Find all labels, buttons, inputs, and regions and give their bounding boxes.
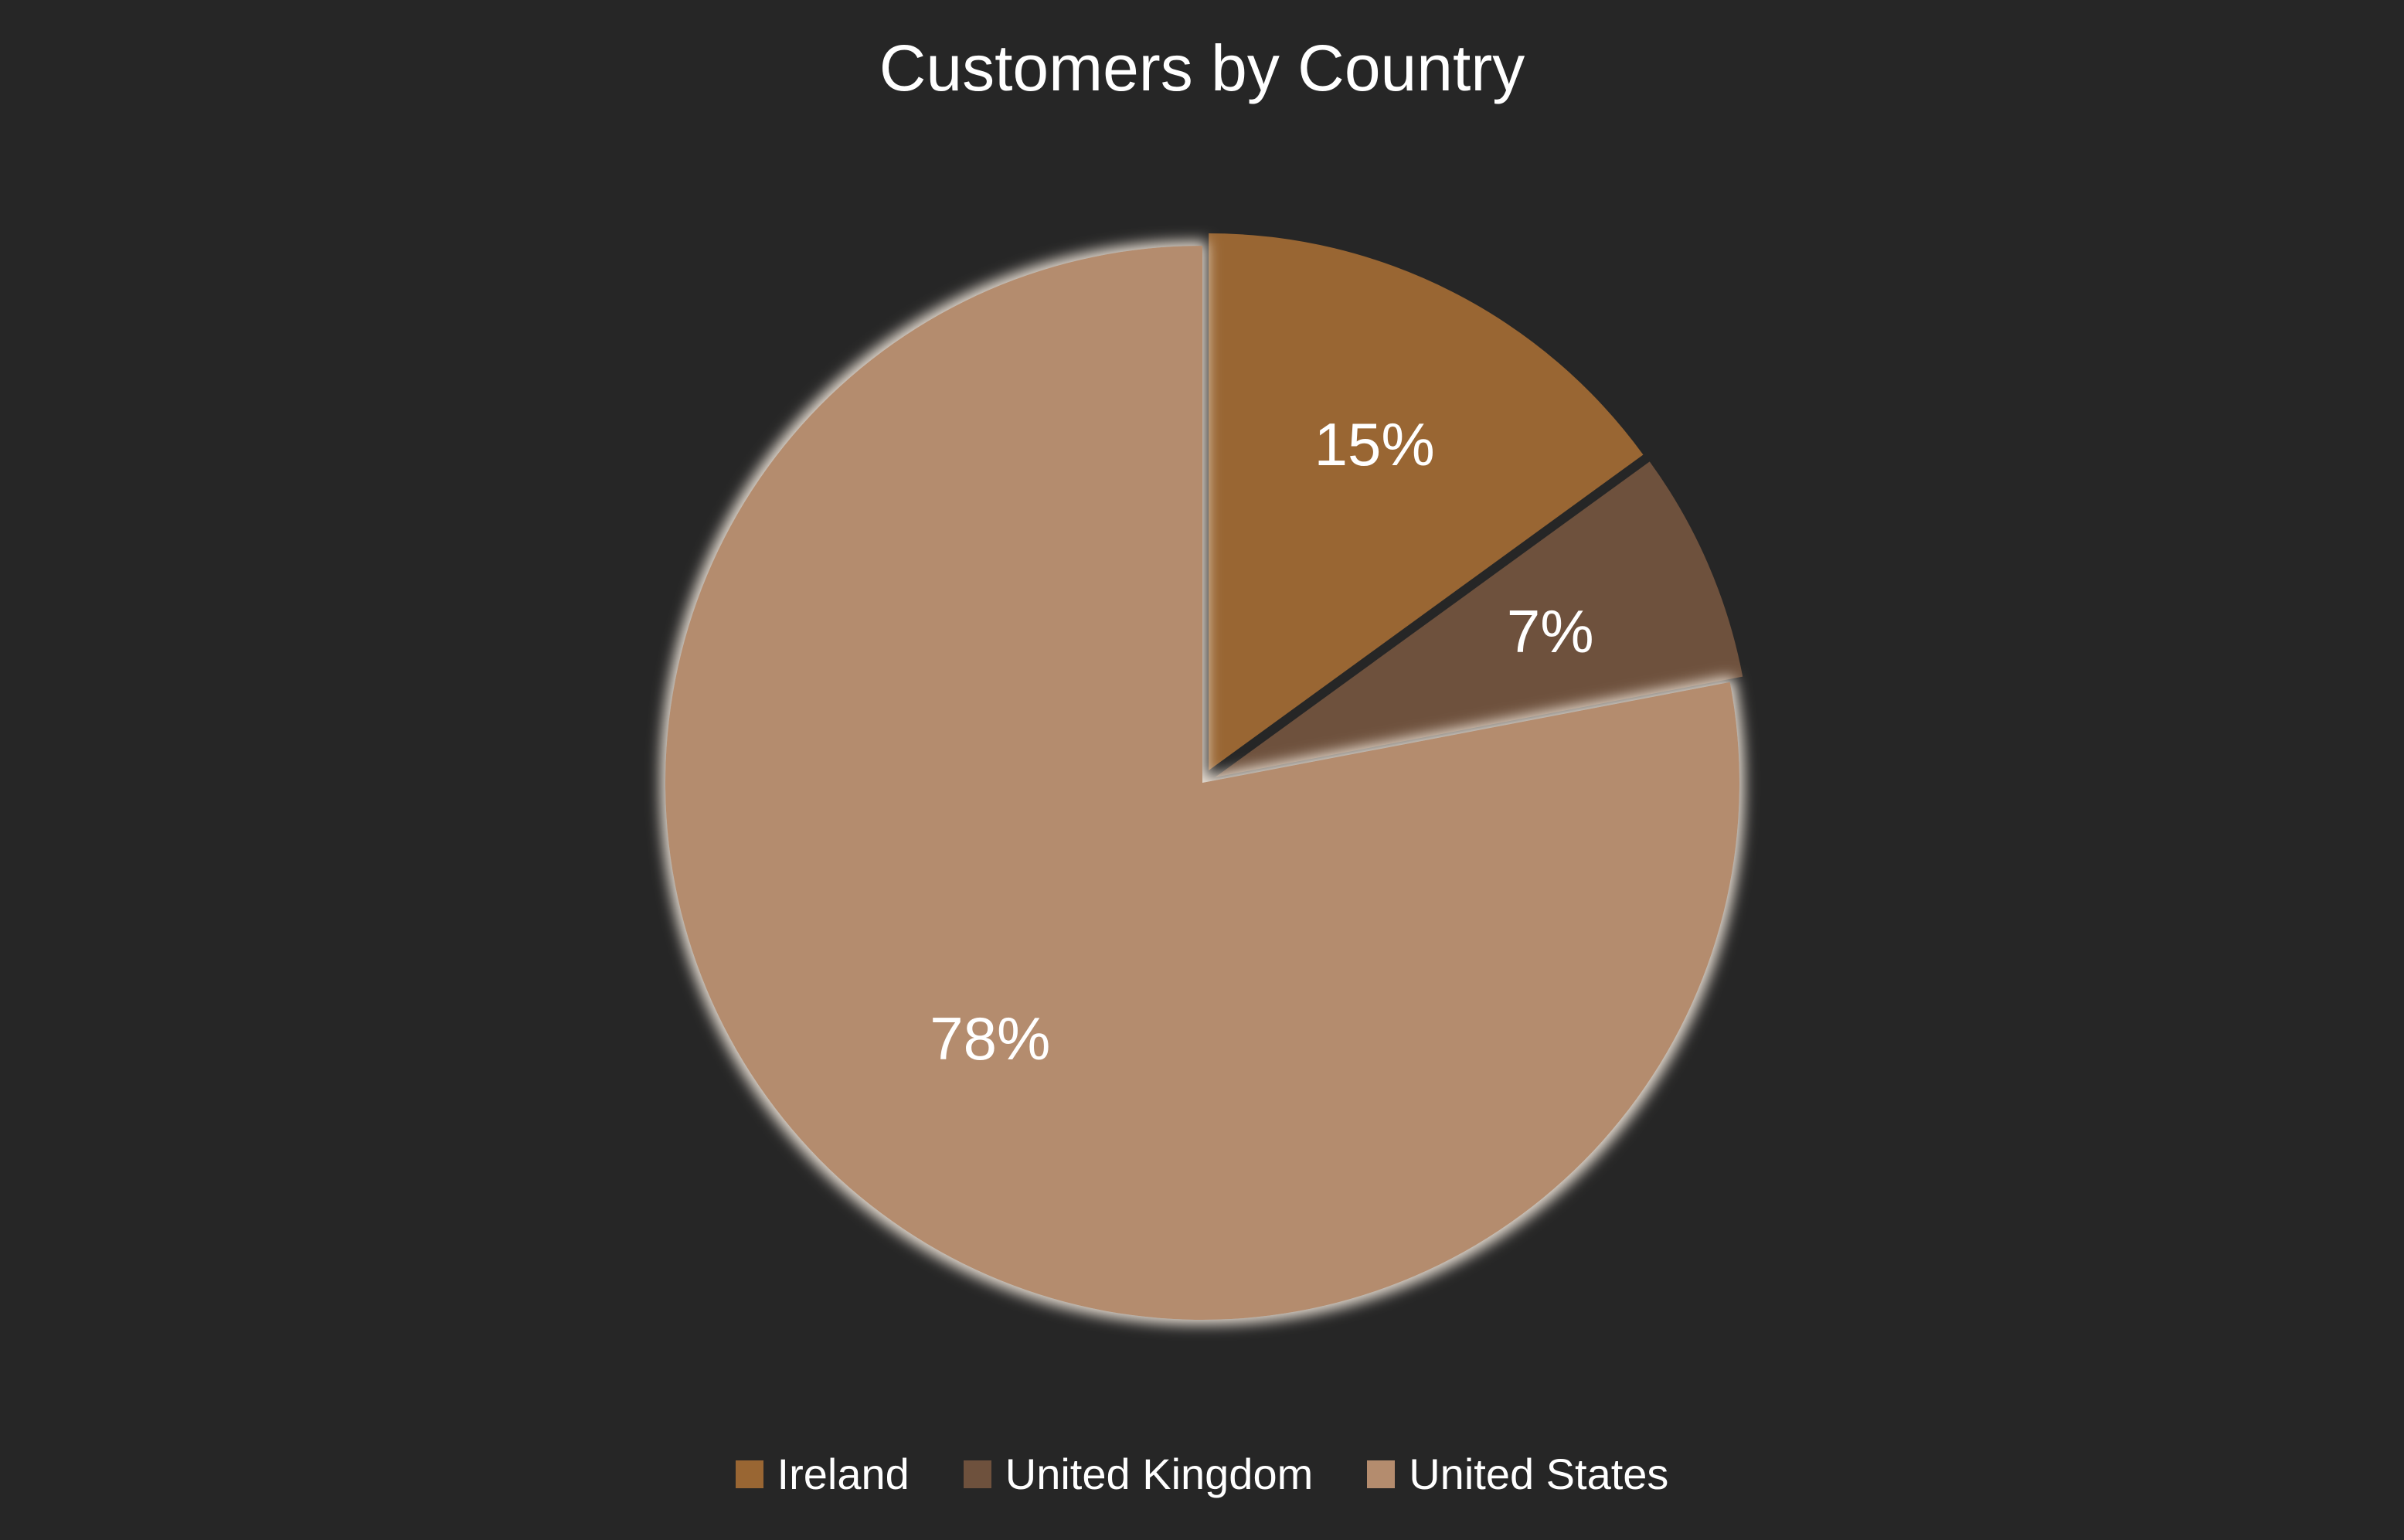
legend-label-united-states: United States xyxy=(1409,1450,1669,1498)
legend-swatch-united-kingdom xyxy=(963,1460,991,1488)
legend-label-ireland: Ireland xyxy=(777,1450,910,1498)
legend-item-ireland[interactable]: Ireland xyxy=(735,1447,910,1502)
data-label-united-kingdom: 7% xyxy=(1507,597,1594,665)
pie-slice-united-states[interactable] xyxy=(665,246,1739,1320)
pie-slice-ireland[interactable] xyxy=(1209,233,1644,770)
chart-title: Customers by Country xyxy=(879,32,1525,104)
pie-slice-united-kingdom[interactable] xyxy=(1215,461,1743,777)
legend-swatch-ireland xyxy=(735,1460,763,1488)
pie-slices xyxy=(665,233,1743,1320)
legend-swatch-united-states xyxy=(1367,1460,1396,1488)
legend-item-united-states[interactable]: United States xyxy=(1367,1447,1668,1502)
pie-data-labels: 15% 7% 78% xyxy=(930,410,1593,1073)
chart-legend: Ireland United Kingdom United States xyxy=(0,1447,2404,1502)
legend-item-united-kingdom[interactable]: United Kingdom xyxy=(963,1447,1314,1502)
data-label-ireland: 15% xyxy=(1314,410,1435,478)
legend-label-united-kingdom: United Kingdom xyxy=(1005,1450,1314,1498)
data-label-united-states: 78% xyxy=(930,1005,1050,1073)
